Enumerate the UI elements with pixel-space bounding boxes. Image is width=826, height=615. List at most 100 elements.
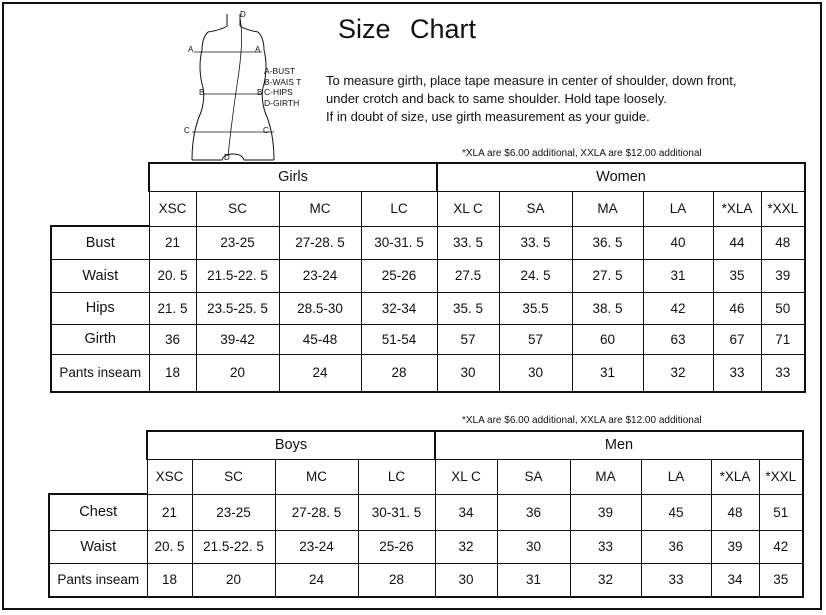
legend-girth: D-GIRTH [264, 97, 300, 108]
size-header: LC [357, 458, 436, 495]
table-cell: 33 [640, 562, 712, 598]
table-cell: 32 [434, 529, 498, 564]
size-header: LA [642, 190, 714, 227]
table-cell: 44 [712, 225, 762, 260]
marker-d-top: D [240, 10, 246, 19]
table-cell: 40 [642, 225, 714, 260]
table-cell: 39 [760, 258, 806, 293]
corner-cell [49, 431, 147, 459]
table-cell: 24 [274, 562, 359, 598]
torso-measurement-figure [178, 8, 288, 168]
legend-waist: B-WAIS T [264, 76, 302, 87]
table-cell: 28.5-30 [278, 291, 362, 325]
row-label: Pants inseam [48, 562, 148, 598]
table-cell: 60 [571, 323, 644, 355]
table-row: Chest 21 23-25 27-28. 5 30-31. 5 34 36 3… [48, 493, 804, 531]
surcharge-note: *XLA are $6.00 additional, XXLA are $12.… [462, 415, 702, 426]
table-cell: 24 [278, 353, 362, 393]
table-cell: 33. 5 [498, 225, 573, 260]
group-header-men: Men [434, 430, 804, 460]
table-cell: 31 [642, 258, 714, 293]
table-cell: 38. 5 [571, 291, 644, 325]
table-cell: 30 [434, 562, 498, 598]
table-cell: 27.5 [436, 258, 500, 293]
table-cell: 39 [710, 529, 760, 564]
table-cell: 30 [498, 353, 573, 393]
size-header: *XXL [760, 190, 806, 227]
marker-b-right: B [257, 88, 263, 97]
size-header: *XLA [710, 458, 760, 495]
table-cell: 51 [758, 493, 804, 531]
torso-outline-icon [191, 14, 275, 161]
table-cell: 20 [191, 562, 276, 598]
size-header: MC [278, 190, 362, 227]
marker-c-right: C [263, 126, 269, 135]
table-cell: 28 [357, 562, 436, 598]
table-cell: 57 [498, 323, 573, 355]
row-label: Chest [48, 493, 148, 531]
size-header: XL C [436, 190, 500, 227]
size-header: XSC [148, 190, 197, 227]
row-label: Waist [50, 258, 150, 293]
table-cell: 28 [360, 353, 438, 393]
size-header: *XXL [758, 458, 804, 495]
table-cell: 42 [642, 291, 714, 325]
table-cell: 35. 5 [436, 291, 500, 325]
table-cell: 35 [712, 258, 762, 293]
row-label: Waist [48, 529, 148, 564]
table-row: Pants inseam 18 20 24 28 30 31 32 33 34 … [48, 562, 804, 598]
table-cell: 18 [146, 562, 193, 598]
corner-cell [51, 191, 149, 226]
table-cell: 23.5-25. 5 [195, 291, 280, 325]
marker-c-left: C [184, 126, 190, 135]
table-cell: 25-26 [357, 529, 436, 564]
table-cell: 39-42 [195, 323, 280, 355]
measuring-instructions: To measure girth, place tape measure in … [326, 72, 736, 126]
legend-bust: A-BUST [264, 66, 296, 76]
size-header: *XLA [712, 190, 762, 227]
group-header-women: Women [436, 162, 806, 192]
size-header: SC [191, 458, 276, 495]
table-cell: 36 [496, 493, 571, 531]
group-header-girls: Girls [148, 162, 438, 192]
size-header: SA [498, 190, 573, 227]
marker-b-left: B [199, 88, 205, 97]
table-cell: 23-24 [278, 258, 362, 293]
table-cell: 33 [760, 353, 806, 393]
table-row: Waist 20. 5 21.5-22. 5 23-24 25-26 27.5 … [50, 258, 806, 293]
table-cell: 23-25 [191, 493, 276, 531]
table-cell: 36. 5 [571, 225, 644, 260]
size-header: SA [496, 458, 571, 495]
table-cell: 27-28. 5 [278, 225, 362, 260]
table-cell: 33 [712, 353, 762, 393]
table-cell: 21.5-22. 5 [195, 258, 280, 293]
table-cell: 21 [148, 225, 197, 260]
group-header-boys: Boys [146, 430, 436, 460]
surcharge-note: *XLA are $6.00 additional, XXLA are $12.… [462, 148, 702, 159]
table-cell: 32 [642, 353, 714, 393]
corner-cell [51, 163, 149, 191]
table-cell: 27-28. 5 [274, 493, 359, 531]
table-cell: 48 [710, 493, 760, 531]
instruction-line: To measure girth, place tape measure in … [326, 73, 737, 88]
table-cell: 27. 5 [571, 258, 644, 293]
table-cell: 23-24 [274, 529, 359, 564]
table-cell: 23-25 [195, 225, 280, 260]
marker-a-right: A [255, 45, 261, 54]
table-cell: 32-34 [360, 291, 438, 325]
table-row: Waist 20. 5 21.5-22. 5 23-24 25-26 32 30… [48, 529, 804, 564]
table-row: Hips 21. 5 23.5-25. 5 28.5-30 32-34 35. … [50, 291, 806, 325]
table-cell: 24. 5 [498, 258, 573, 293]
girls-women-size-table: Girls Women XSC SC MC LC XL C SA MA LA *… [50, 162, 806, 393]
table-cell: 67 [712, 323, 762, 355]
marker-a-left: A [188, 45, 194, 54]
table-cell: 71 [760, 323, 806, 355]
row-label: Bust [50, 225, 150, 260]
table-cell: 57 [436, 323, 500, 355]
table-cell: 31 [496, 562, 571, 598]
legend-hips: C-HIPS [264, 87, 293, 97]
table-cell: 51-54 [360, 323, 438, 355]
table-cell: 31 [571, 353, 644, 393]
table-cell: 18 [148, 353, 197, 393]
